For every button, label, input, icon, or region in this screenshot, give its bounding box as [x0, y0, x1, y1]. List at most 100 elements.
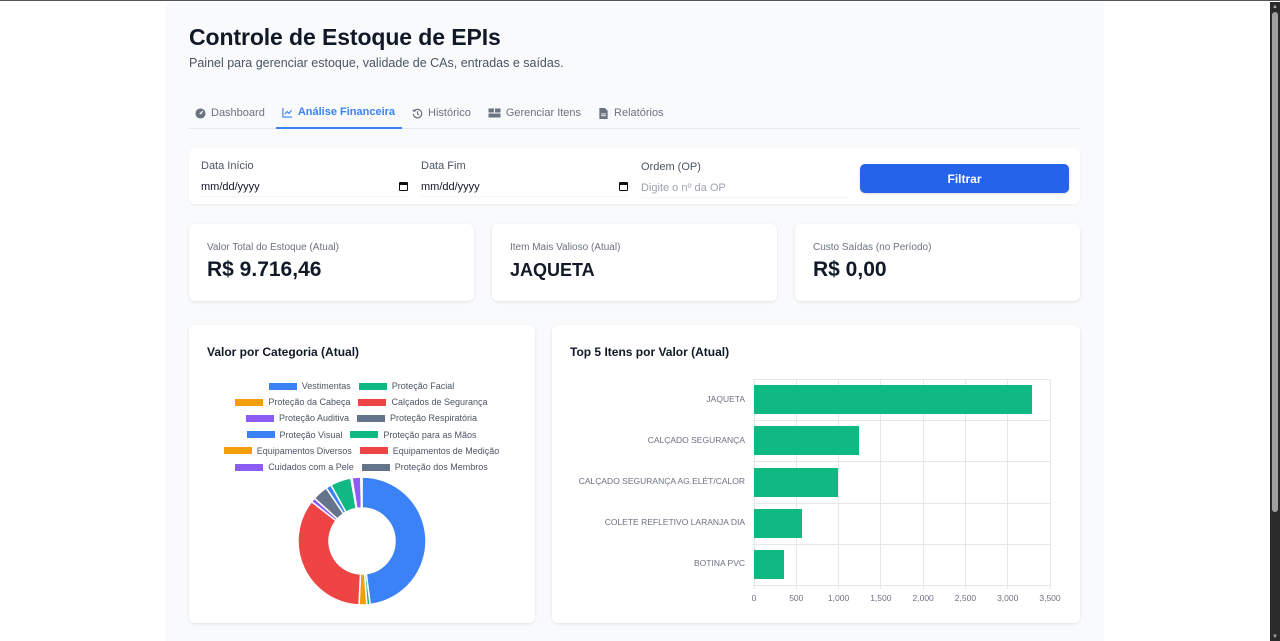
legend-item[interactable]: Proteção Auditiva — [245, 413, 349, 423]
legend-swatch — [357, 414, 385, 422]
legend-swatch — [361, 463, 390, 471]
legend-swatch — [245, 414, 274, 422]
bar[interactable] — [754, 467, 838, 497]
legend-item[interactable]: Equipamentos Diversos — [223, 445, 352, 456]
calendar-icon[interactable] — [399, 182, 408, 191]
legend-item[interactable]: Proteção para as Mãos — [350, 430, 476, 440]
category-chart-card: Valor por Categoria (Atual) Vestimentas P… — [189, 325, 535, 623]
line-chart-icon — [282, 107, 293, 118]
legend-item[interactable]: Equipamentos de Medição — [359, 446, 499, 456]
start-date-value: mm/dd/yyyy — [201, 180, 260, 193]
bar[interactable] — [754, 385, 1032, 415]
start-date-label: Data Início — [201, 160, 254, 172]
grid-line — [880, 379, 882, 589]
boxes-icon — [488, 108, 501, 119]
order-label: Ordem (OP) — [641, 161, 701, 173]
bar[interactable] — [754, 426, 860, 456]
grid-line — [964, 379, 966, 589]
y-category-label: CALÇADO SEGURANÇA — [647, 434, 745, 445]
legend-item[interactable]: Proteção dos Membros — [361, 462, 488, 473]
page-container: Controle de Estoque de EPIs Painel para … — [166, 2, 1104, 641]
legend-swatch — [223, 447, 252, 455]
legend-swatch — [358, 398, 387, 406]
grid-line — [838, 379, 840, 589]
legend-label: Proteção Visual — [279, 429, 343, 440]
legend-swatch — [235, 398, 264, 406]
legend-label: Proteção da Cabeça — [268, 397, 351, 408]
tab-label: Histórico — [428, 107, 471, 119]
grid-line — [1049, 379, 1051, 589]
end-date-value: mm/dd/yyyy — [421, 180, 480, 193]
end-date-input[interactable]: mm/dd/yyyy — [421, 177, 628, 197]
bar[interactable] — [754, 549, 785, 579]
legend-item[interactable]: Proteção Respiratória — [357, 413, 477, 423]
doughnut-slice[interactable] — [297, 500, 362, 606]
start-date-field: Data Início mm/dd/yyyy — [201, 160, 408, 197]
tab-historico[interactable]: Histórico — [406, 98, 478, 128]
x-tick-label: 500 — [789, 593, 804, 603]
stat-value: R$ 0,00 — [813, 258, 887, 281]
scroll-down-arrow-icon[interactable]: ▼ — [1272, 634, 1278, 640]
legend-item[interactable]: Proteção Facial — [358, 381, 455, 392]
top5-chart-card: Top 5 Itens por Valor (Atual) 0 500 1,000 1… — [552, 325, 1080, 623]
grid-line — [753, 461, 1050, 463]
doughnut-slice[interactable] — [360, 476, 363, 509]
page-subtitle: Painel para gerenciar estoque, validade … — [189, 56, 564, 70]
calendar-icon[interactable] — [619, 182, 628, 191]
legend-item[interactable]: Proteção Visual — [246, 429, 343, 440]
tab-label: Relatórios — [614, 107, 664, 119]
legend-label: Vestimentas — [301, 381, 351, 392]
x-tick-label: 2,500 — [954, 593, 977, 603]
grid-line — [753, 543, 1050, 545]
grid-line — [753, 379, 1050, 380]
legend-item[interactable]: Proteção da Cabeça — [235, 397, 350, 407]
tab-relatorios[interactable]: Relatórios — [592, 98, 671, 128]
legend-item[interactable]: Calçados de Segurança — [358, 397, 488, 407]
filter-panel: Data Início mm/dd/yyyy Data Fim mm/dd/yy… — [189, 148, 1080, 204]
scrollbar-thumb[interactable] — [1272, 12, 1278, 512]
stat-label: Custo Saídas (no Período) — [813, 242, 932, 253]
stat-value: R$ 9.716,46 — [207, 258, 322, 281]
legend-swatch — [246, 431, 275, 439]
scroll-up-arrow-icon[interactable]: ▲ — [1272, 4, 1278, 10]
y-category-label: BOTINA PVC — [693, 558, 745, 569]
grid-line — [922, 379, 924, 589]
x-tick-label: 3,500 — [1039, 593, 1061, 603]
legend-label: Proteção Facial — [391, 381, 455, 392]
legend-swatch — [350, 431, 379, 439]
x-tick-label: 0 — [751, 593, 757, 603]
dashboard-gauge-icon — [195, 107, 206, 119]
tab-gerenciar-itens[interactable]: Gerenciar Itens — [482, 98, 588, 128]
vertical-scrollbar[interactable]: ▲ ▼ — [1270, 2, 1280, 641]
end-date-label: Data Fim — [421, 160, 466, 172]
grid-line — [753, 585, 1050, 586]
filter-button[interactable]: Filtrar — [860, 164, 1069, 193]
file-report-icon — [598, 107, 609, 119]
grid-line — [753, 502, 1050, 504]
grid-line — [1007, 379, 1009, 589]
tab-analise-financeira[interactable]: Análise Financeira — [275, 98, 403, 129]
legend-item[interactable]: Vestimentas — [268, 381, 351, 392]
legend-label: Proteção para as Mãos — [383, 429, 477, 440]
order-field: Ordem (OP) Digite o nº da OP — [641, 161, 848, 198]
x-tick-label: 2,000 — [912, 593, 934, 603]
tab-dashboard[interactable]: Dashboard — [189, 98, 272, 128]
stat-card-most-valuable: Item Mais Valioso (Atual) JAQUETA — [492, 224, 777, 301]
y-category-label: COLETE REFLETIVO LARANJA DIA — [604, 517, 745, 528]
legend-label: Cuidados com a Pele — [268, 462, 354, 473]
stat-card-exit-cost: Custo Saídas (no Período) R$ 0,00 — [795, 224, 1080, 301]
legend-label: Proteção Respiratória — [390, 413, 478, 424]
legend-item[interactable]: Cuidados com a Pele — [235, 462, 354, 472]
chart-title: Valor por Categoria (Atual) — [207, 345, 360, 359]
bar[interactable] — [754, 508, 803, 538]
stat-value: JAQUETA — [510, 260, 595, 280]
legend-swatch — [268, 382, 297, 390]
start-date-input[interactable]: mm/dd/yyyy — [201, 177, 408, 197]
order-input[interactable]: Digite o nº da OP — [641, 178, 848, 198]
legend-label: Equipamentos Diversos — [256, 445, 352, 456]
legend-label: Proteção dos Membros — [394, 462, 488, 473]
x-tick-label: 1,000 — [827, 593, 850, 603]
horizontal-bar-chart: 0 500 1,000 1,500 2,000 2,500 3,000 3,500 JAQUET… — [552, 325, 1080, 623]
page-title: Controle de Estoque de EPIs — [189, 24, 501, 50]
doughnut-slice[interactable] — [361, 476, 427, 606]
